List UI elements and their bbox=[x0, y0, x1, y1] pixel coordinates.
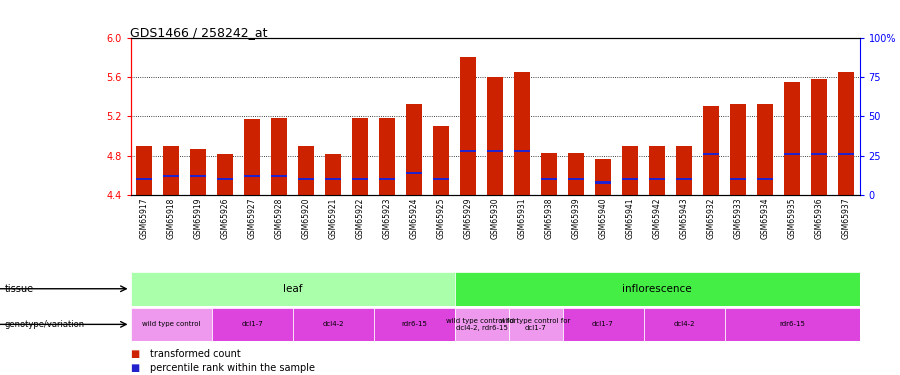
Bar bbox=[460, 57, 476, 195]
Bar bbox=[190, 175, 206, 177]
Bar bbox=[244, 119, 260, 195]
Bar bbox=[352, 118, 368, 195]
Bar bbox=[595, 159, 611, 195]
Bar bbox=[406, 104, 422, 195]
Bar bbox=[724, 308, 859, 341]
Bar bbox=[217, 178, 233, 180]
Text: dcl1-7: dcl1-7 bbox=[241, 321, 263, 327]
Bar bbox=[298, 178, 314, 180]
Text: leaf: leaf bbox=[283, 284, 302, 294]
Bar bbox=[730, 104, 746, 195]
Bar bbox=[212, 308, 292, 341]
Text: ■: ■ bbox=[130, 350, 140, 359]
Bar bbox=[374, 308, 454, 341]
Bar bbox=[406, 172, 422, 174]
Bar bbox=[514, 72, 530, 195]
Text: wild type control: wild type control bbox=[142, 321, 200, 327]
Bar bbox=[838, 72, 854, 195]
Bar bbox=[622, 178, 638, 180]
Bar bbox=[244, 175, 260, 177]
Bar bbox=[562, 308, 644, 341]
Bar bbox=[703, 153, 719, 155]
Text: rdr6-15: rdr6-15 bbox=[401, 321, 427, 327]
Bar bbox=[217, 154, 233, 195]
Bar bbox=[811, 153, 827, 155]
Bar bbox=[541, 153, 557, 195]
Bar bbox=[676, 178, 692, 180]
Bar bbox=[130, 272, 454, 306]
Bar bbox=[271, 118, 287, 195]
Bar bbox=[433, 178, 449, 180]
Bar bbox=[130, 308, 212, 341]
Bar bbox=[487, 77, 503, 195]
Text: GDS1466 / 258242_at: GDS1466 / 258242_at bbox=[130, 26, 268, 39]
Bar bbox=[703, 106, 719, 195]
Bar bbox=[568, 153, 584, 195]
Bar bbox=[757, 104, 773, 195]
Bar bbox=[676, 146, 692, 195]
Bar bbox=[730, 178, 746, 180]
Text: transformed count: transformed count bbox=[150, 350, 241, 359]
Text: wild type control for
dcl4-2, rdr6-15: wild type control for dcl4-2, rdr6-15 bbox=[446, 318, 517, 331]
Text: dcl4-2: dcl4-2 bbox=[322, 321, 344, 327]
Bar bbox=[644, 308, 725, 341]
Bar bbox=[163, 146, 179, 195]
Bar bbox=[136, 178, 152, 180]
Bar bbox=[541, 178, 557, 180]
Bar bbox=[622, 146, 638, 195]
Bar bbox=[811, 79, 827, 195]
Bar bbox=[136, 146, 152, 195]
Text: inflorescence: inflorescence bbox=[622, 284, 692, 294]
Bar bbox=[649, 146, 665, 195]
Bar bbox=[163, 175, 179, 177]
Text: tissue: tissue bbox=[4, 284, 33, 294]
Bar bbox=[292, 308, 374, 341]
Bar bbox=[352, 178, 368, 180]
Bar bbox=[454, 308, 508, 341]
Bar bbox=[784, 82, 800, 195]
Bar bbox=[487, 150, 503, 152]
Bar bbox=[460, 150, 476, 152]
Bar bbox=[325, 154, 341, 195]
Bar bbox=[595, 181, 611, 184]
Bar bbox=[568, 178, 584, 180]
Text: dcl1-7: dcl1-7 bbox=[592, 321, 614, 327]
Bar bbox=[433, 126, 449, 195]
Bar bbox=[838, 153, 854, 155]
Bar bbox=[649, 178, 665, 180]
Bar bbox=[298, 146, 314, 195]
Bar bbox=[784, 153, 800, 155]
Text: wild type control for
dcl1-7: wild type control for dcl1-7 bbox=[500, 318, 571, 331]
Bar bbox=[508, 308, 562, 341]
Text: rdr6-15: rdr6-15 bbox=[779, 321, 805, 327]
Bar bbox=[379, 118, 395, 195]
Text: dcl4-2: dcl4-2 bbox=[673, 321, 695, 327]
Text: percentile rank within the sample: percentile rank within the sample bbox=[150, 363, 315, 373]
Bar bbox=[757, 178, 773, 180]
Bar bbox=[190, 149, 206, 195]
Text: ■: ■ bbox=[130, 363, 140, 373]
Bar bbox=[454, 272, 860, 306]
Text: genotype/variation: genotype/variation bbox=[4, 320, 85, 329]
Bar bbox=[379, 178, 395, 180]
Bar bbox=[271, 175, 287, 177]
Bar bbox=[514, 150, 530, 152]
Bar bbox=[325, 178, 341, 180]
